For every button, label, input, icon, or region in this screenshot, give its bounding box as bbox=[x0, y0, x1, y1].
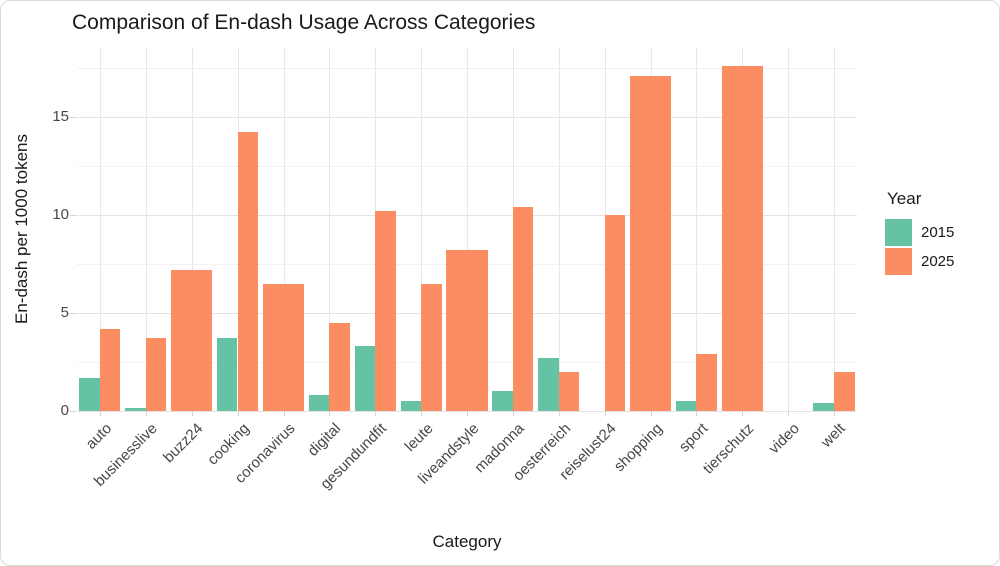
x-axis-tick bbox=[375, 411, 377, 416]
bar-welt-2015 bbox=[813, 403, 834, 411]
legend-title: Year bbox=[887, 189, 922, 208]
x-tick-label-text: shopping bbox=[610, 420, 666, 476]
x-axis-tick bbox=[696, 411, 698, 416]
y-axis-tick bbox=[70, 214, 76, 216]
y-axis-title: En-dash per 1000 tokens bbox=[12, 134, 31, 324]
gridline-vertical bbox=[696, 48, 698, 411]
x-axis-tick bbox=[467, 411, 468, 416]
bar-cooking-2015 bbox=[216, 338, 238, 411]
x-tick-label-text: auto bbox=[82, 420, 115, 453]
bar-coronavirus-2025 bbox=[262, 283, 305, 411]
gridline-vertical bbox=[558, 48, 560, 411]
legend-item-2015: 2015 bbox=[885, 219, 954, 246]
gridline-vertical bbox=[99, 48, 101, 411]
x-axis-tick bbox=[421, 411, 423, 416]
x-tick-label-text: buzz24 bbox=[160, 420, 207, 467]
x-tick-label-text: welt bbox=[818, 420, 850, 451]
x-axis-tick bbox=[834, 411, 836, 416]
x-axis-tick bbox=[145, 411, 147, 416]
x-axis-tick bbox=[283, 411, 285, 416]
legend: Year 2015 2025 bbox=[885, 189, 954, 277]
bar-liveandstyle-2025 bbox=[446, 250, 488, 411]
bar-madonna-2015 bbox=[492, 391, 513, 411]
bar-oesterreich-2015 bbox=[538, 358, 559, 411]
x-axis-tick bbox=[329, 411, 331, 416]
bar-welt-2025 bbox=[834, 371, 855, 411]
y-axis-tick bbox=[70, 116, 76, 118]
bar-sport-2015 bbox=[675, 401, 697, 411]
x-axis-tick bbox=[788, 411, 790, 416]
bar-sport-2025 bbox=[696, 354, 717, 411]
gridline-vertical bbox=[283, 48, 285, 411]
y-tick-label: 5 bbox=[60, 303, 69, 321]
x-axis-title: Category bbox=[432, 532, 502, 551]
legend-swatch-2015 bbox=[885, 219, 912, 246]
bar-tierschutz-2025 bbox=[721, 65, 763, 411]
y-tick-label: 15 bbox=[52, 107, 69, 125]
legend-item-2025: 2025 bbox=[885, 248, 954, 275]
x-tick-label-text: video bbox=[765, 420, 804, 458]
bar-cooking-2025 bbox=[237, 132, 259, 411]
gridline-vertical bbox=[145, 48, 147, 411]
bar-oesterreich-2025 bbox=[558, 371, 580, 411]
x-tick-label-text: digital bbox=[304, 420, 345, 460]
bar-auto-2025 bbox=[99, 328, 121, 411]
x-axis-tick bbox=[558, 411, 560, 416]
gridline-vertical bbox=[421, 48, 423, 411]
gridline-vertical bbox=[834, 48, 836, 411]
legend-swatch-2025 bbox=[885, 248, 912, 275]
chart-title: Comparison of En-dash Usage Across Categ… bbox=[72, 11, 536, 34]
legend-items: 2015 2025 bbox=[885, 219, 954, 275]
bar-digital-2015 bbox=[308, 395, 330, 411]
y-tick-label: 10 bbox=[52, 205, 69, 223]
x-tick-label-text: sport bbox=[675, 420, 712, 456]
gridline-vertical bbox=[788, 48, 790, 411]
y-axis-tick bbox=[70, 312, 76, 314]
bar-digital-2025 bbox=[329, 322, 350, 411]
bar-leute-2015 bbox=[400, 401, 422, 411]
bar-shopping-2025 bbox=[629, 75, 672, 411]
x-tick-label-text: leute bbox=[401, 420, 437, 456]
bar-gesundundfit-2025 bbox=[375, 210, 396, 411]
x-axis-tick bbox=[99, 411, 101, 416]
x-axis-tick bbox=[237, 411, 239, 416]
legend-label: 2025 bbox=[921, 253, 955, 270]
gridline-vertical bbox=[329, 48, 331, 411]
bar-reiselust24-2025 bbox=[604, 214, 626, 411]
y-tick-label: 0 bbox=[60, 402, 69, 419]
x-axis-tick bbox=[191, 411, 193, 416]
bar-auto-2015 bbox=[79, 377, 100, 411]
x-axis-tick bbox=[650, 411, 652, 416]
bar-madonna-2025 bbox=[512, 206, 534, 411]
x-axis-tick bbox=[742, 411, 744, 416]
bar-gesundundfit-2015 bbox=[354, 346, 376, 411]
gridline-vertical bbox=[467, 48, 468, 411]
x-axis-tick bbox=[512, 411, 514, 416]
x-axis-tick bbox=[604, 411, 606, 416]
legend-label: 2015 bbox=[921, 224, 955, 241]
bar-businesslive-2015 bbox=[125, 408, 146, 411]
gridline-vertical bbox=[191, 48, 193, 411]
bar-businesslive-2025 bbox=[145, 338, 167, 411]
bar-leute-2025 bbox=[421, 283, 442, 411]
y-axis-tick bbox=[70, 411, 76, 412]
bar-buzz24-2025 bbox=[171, 269, 213, 411]
